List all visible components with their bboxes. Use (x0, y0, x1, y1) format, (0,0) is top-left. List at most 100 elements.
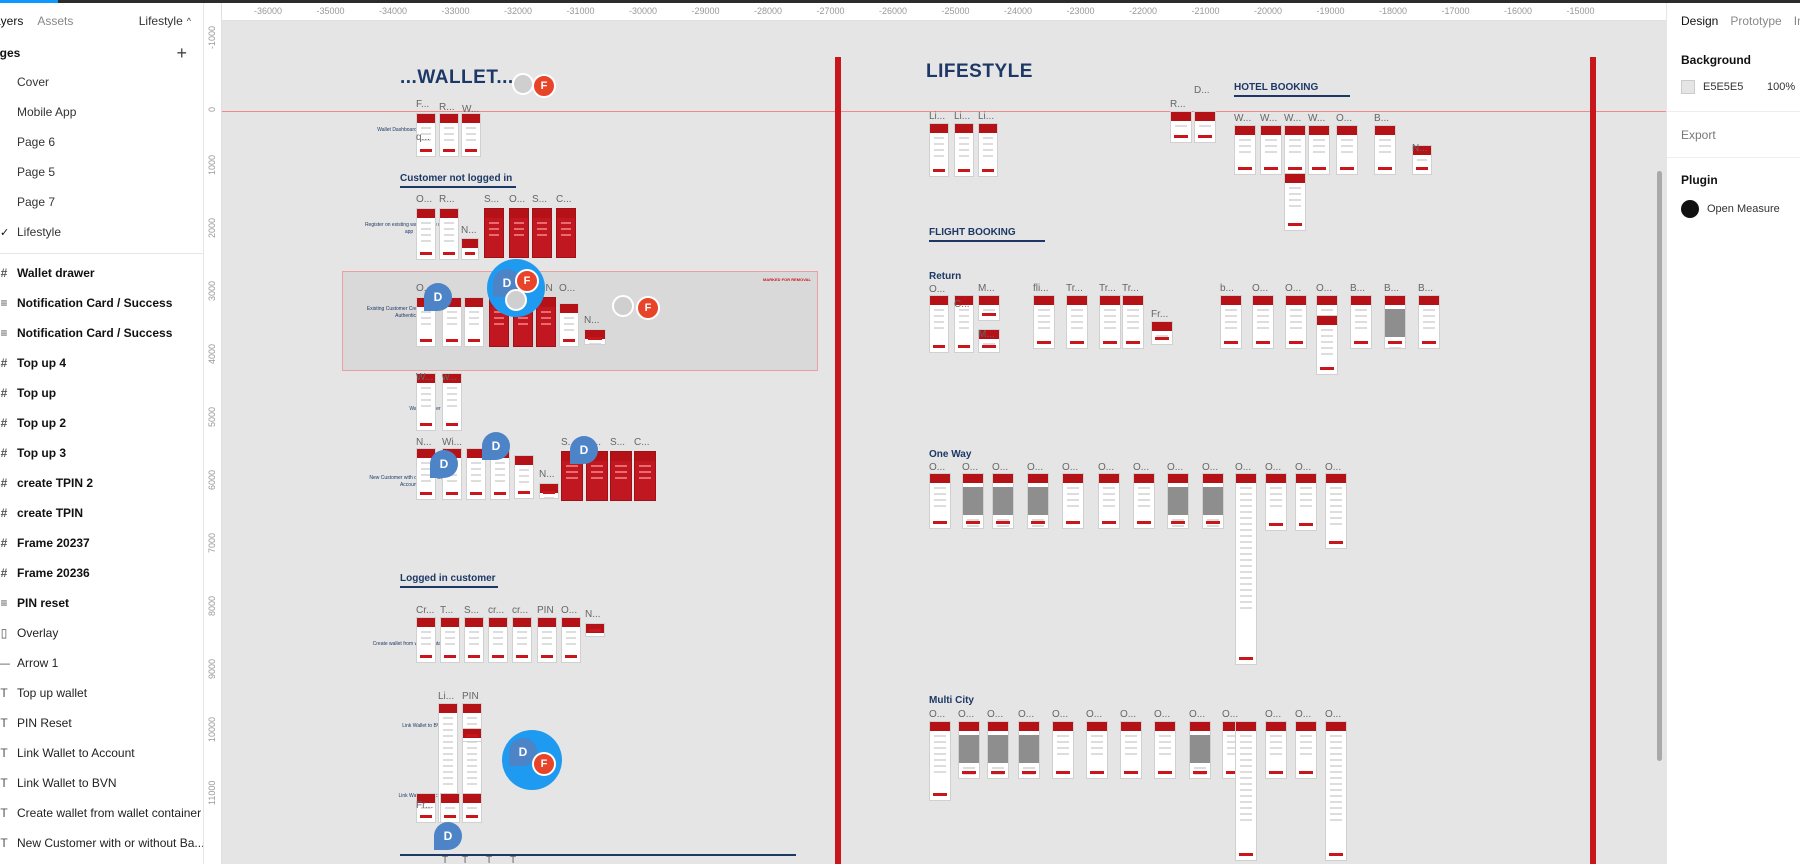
layer-row[interactable]: T Link Wallet to BVN (0, 768, 203, 798)
layer-row[interactable]: # create TPIN (0, 498, 203, 528)
layer-row[interactable]: T Create wallet from wallet container (0, 798, 203, 828)
tab-inspect[interactable]: In (1793, 14, 1800, 28)
mockup-frame[interactable] (1284, 173, 1306, 231)
mockup-frame[interactable] (1194, 111, 1216, 143)
mockup-frame[interactable] (585, 623, 605, 637)
mockup-frame[interactable] (1066, 295, 1088, 349)
mockup-frame[interactable] (466, 448, 486, 500)
mockup-frame[interactable] (1062, 473, 1084, 529)
mockup-frame[interactable] (610, 451, 632, 501)
mockup-frame[interactable] (1235, 473, 1257, 665)
mockup-frame[interactable] (537, 617, 557, 663)
mockup-frame[interactable] (1133, 473, 1155, 529)
mockup-frame[interactable] (1325, 473, 1347, 549)
customer-not-logged-in-title[interactable]: Customer not logged in (400, 173, 513, 184)
mockup-frame[interactable] (1252, 295, 1274, 349)
mockup-frame[interactable] (509, 208, 529, 258)
mockup-frame[interactable] (461, 113, 481, 157)
return-title[interactable]: Return (929, 271, 962, 282)
page-item[interactable]: Page 6 (0, 127, 203, 157)
hotel-booking-title[interactable]: HOTEL BOOKING (1234, 82, 1319, 93)
lifestyle-section-title[interactable]: LIFESTYLE (926, 61, 1033, 82)
mockup-frame[interactable] (1189, 721, 1211, 779)
mockup-frame[interactable] (1122, 295, 1144, 349)
mockup-frame[interactable] (1052, 721, 1074, 779)
mockup-frame[interactable] (1167, 473, 1189, 529)
mockup-frame[interactable] (462, 793, 482, 823)
mockup-frame[interactable] (556, 208, 576, 258)
layer-row[interactable]: # Frame 20237 (0, 528, 203, 558)
mockup-frame[interactable] (929, 473, 951, 529)
layer-row[interactable]: ≡ PIN reset (0, 588, 203, 618)
layer-row[interactable]: T PIN Reset (0, 708, 203, 738)
removal-highlight-section[interactable] (342, 271, 818, 371)
plugin-name[interactable]: Open Measure (1707, 203, 1780, 215)
mockup-frame[interactable] (954, 123, 974, 177)
mockup-frame[interactable] (536, 297, 556, 347)
tab-assets[interactable]: Assets (37, 14, 74, 28)
mockup-frame[interactable] (962, 473, 984, 529)
mockup-frame[interactable] (1235, 721, 1257, 861)
mockup-frame[interactable] (512, 617, 532, 663)
collaborator-f-cursor[interactable]: F (532, 752, 556, 776)
collaborator-d-cursor[interactable]: D (424, 283, 452, 311)
mockup-frame[interactable] (439, 208, 459, 260)
mockup-frame[interactable] (462, 728, 482, 742)
mockup-frame[interactable] (586, 451, 608, 501)
background-row[interactable]: E5E5E5 100% (1667, 73, 1800, 101)
mockup-frame[interactable] (1220, 295, 1242, 349)
mockup-frame[interactable] (978, 329, 1000, 353)
mockup-frame[interactable] (584, 329, 606, 345)
mockup-frame[interactable] (634, 451, 656, 501)
wallet-section-title[interactable]: ...WALLET... (400, 67, 514, 88)
flight-booking-title[interactable]: FLIGHT BOOKING (929, 227, 1016, 238)
tab-layers[interactable]: ayers (0, 14, 24, 28)
collaborator-d-cursor[interactable]: D (434, 822, 462, 850)
mockup-frame[interactable] (440, 793, 460, 823)
mockup-frame[interactable] (1027, 473, 1049, 529)
mockup-frame[interactable] (1120, 721, 1142, 779)
mockup-frame[interactable] (1308, 125, 1330, 175)
layer-row[interactable]: ≡ Notification Card / Success (0, 318, 203, 348)
mockup-frame[interactable] (416, 793, 436, 823)
mockup-frame[interactable] (987, 721, 1009, 779)
mockup-frame[interactable] (978, 295, 1000, 321)
multi-city-title[interactable]: Multi City (929, 695, 974, 706)
mockup-frame[interactable] (561, 617, 581, 663)
mockup-frame[interactable] (1154, 721, 1176, 779)
collaborator-f-cursor[interactable]: F (532, 74, 556, 98)
layer-row[interactable]: ▯ Overlay (0, 618, 203, 648)
mockup-frame[interactable] (1260, 125, 1282, 175)
page-item[interactable]: Page 5 (0, 157, 203, 187)
mockup-frame[interactable] (1086, 721, 1108, 779)
mockup-frame[interactable] (992, 473, 1014, 529)
mockup-frame[interactable] (1284, 125, 1306, 175)
mockup-frame[interactable] (1018, 721, 1040, 779)
mockup-frame[interactable] (978, 123, 998, 177)
mockup-frame[interactable] (929, 295, 949, 353)
mockup-frame[interactable] (1099, 295, 1121, 349)
mockup-frame[interactable] (954, 295, 974, 353)
mockup-frame[interactable] (464, 617, 484, 663)
mockup-frame[interactable] (1412, 145, 1432, 175)
mockup-frame[interactable] (1170, 111, 1192, 143)
background-opacity[interactable]: 100% (1767, 81, 1796, 93)
current-page-selector[interactable]: Lifestyle ^ (139, 14, 191, 28)
tab-design[interactable]: Design (1681, 14, 1719, 28)
mockup-frame[interactable] (484, 208, 504, 258)
layer-row[interactable]: — Arrow 1 (0, 648, 203, 678)
layer-row[interactable]: # create TPIN 2 (0, 468, 203, 498)
layer-row[interactable]: # Top up 4 (0, 348, 203, 378)
layer-row[interactable]: T New Customer with or without Ba... (0, 828, 203, 858)
mockup-frame[interactable] (1202, 473, 1224, 529)
design-canvas[interactable]: -36000 -35000 -34000 -33000 -32000 -31000 -300… (204, 3, 1666, 864)
add-page-icon[interactable]: + (176, 42, 187, 63)
mockup-frame[interactable] (929, 721, 951, 801)
mockup-frame[interactable] (1418, 295, 1440, 349)
mockup-frame[interactable] (1384, 295, 1406, 349)
tab-prototype[interactable]: Prototype (1730, 14, 1782, 28)
mockup-frame[interactable] (1285, 295, 1307, 349)
mockup-frame[interactable] (1151, 321, 1173, 345)
mockup-frame[interactable] (1325, 721, 1347, 861)
layer-row[interactable]: T Link Wallet to Account (0, 738, 203, 768)
